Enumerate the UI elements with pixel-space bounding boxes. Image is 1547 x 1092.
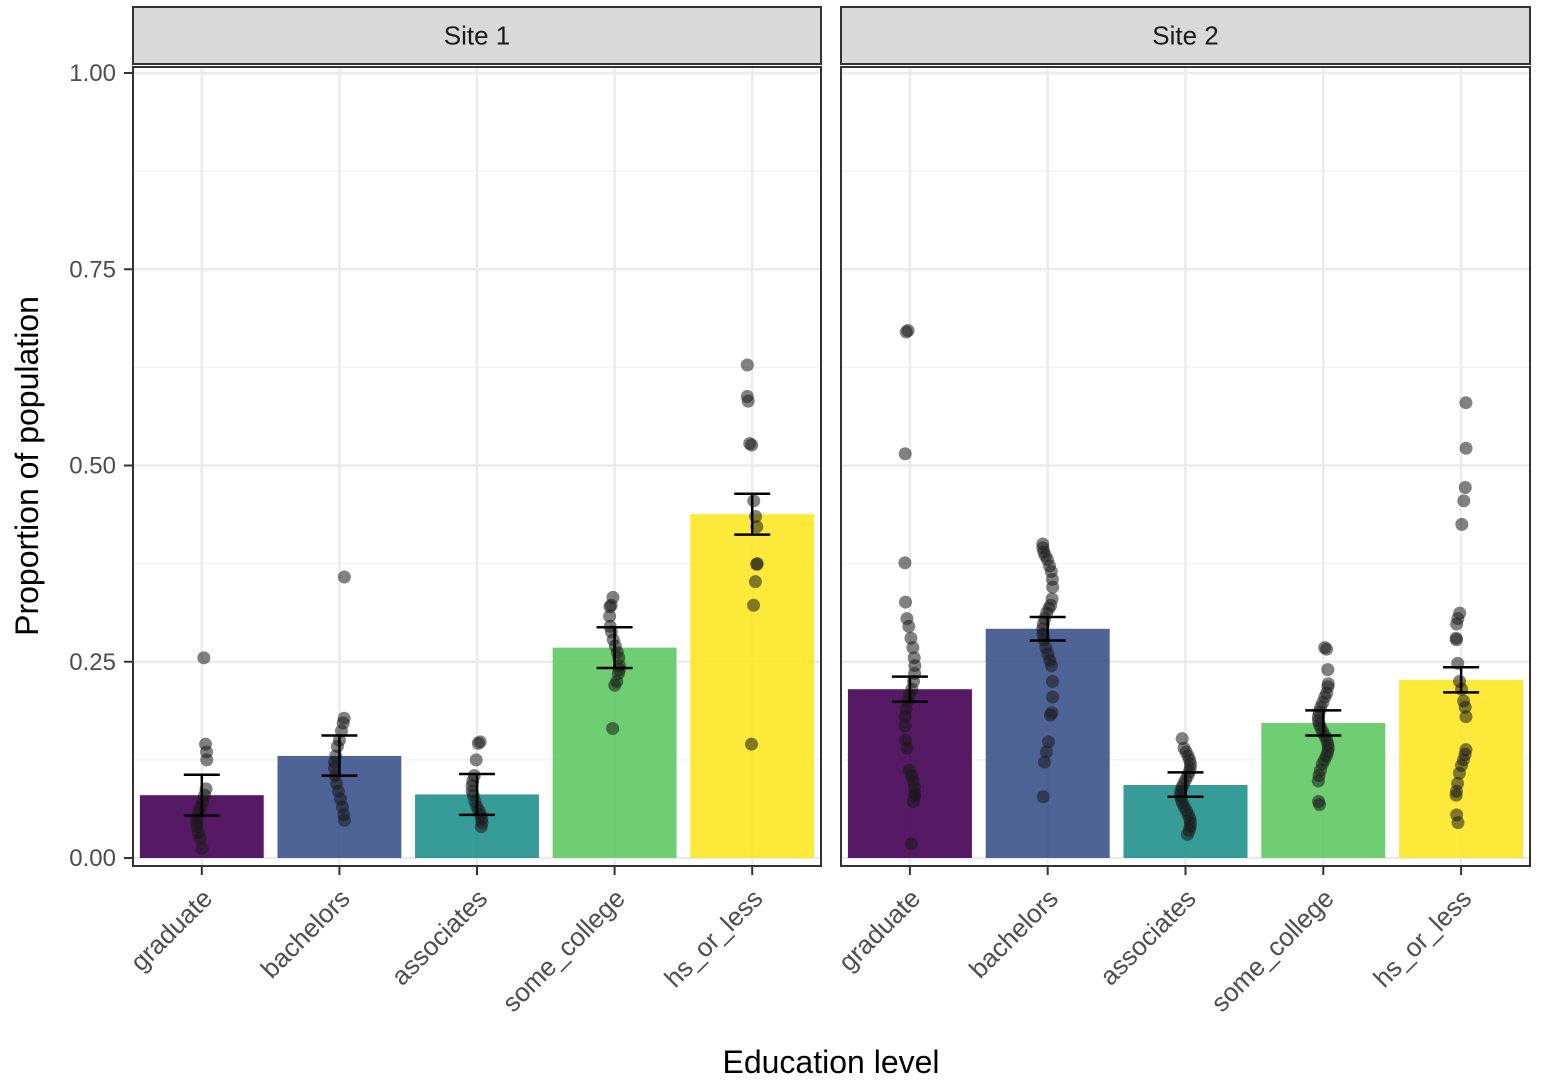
data-point (898, 556, 912, 570)
x-tick-label-bachelors: bachelors (255, 883, 356, 984)
data-point (337, 813, 351, 827)
data-point (200, 753, 214, 767)
data-point (1458, 700, 1472, 714)
data-point (898, 447, 912, 461)
data-point (1041, 735, 1055, 749)
data-point (899, 595, 913, 609)
data-point (1046, 674, 1060, 688)
data-point (906, 794, 920, 808)
x-tick-label-graduate: graduate (124, 883, 218, 977)
data-point (1046, 580, 1060, 594)
data-point (1313, 798, 1327, 812)
data-point (748, 575, 762, 589)
data-point (1046, 690, 1060, 704)
y-tick-label: 0.25 (69, 649, 116, 676)
data-point (337, 570, 351, 584)
data-point (474, 820, 488, 834)
frame-layer (124, 6, 1531, 875)
data-point (1311, 774, 1325, 788)
data-point (603, 609, 617, 623)
data-point (197, 651, 211, 665)
data-point (1459, 441, 1473, 455)
data-point (747, 494, 761, 508)
data-point (608, 678, 622, 692)
x-tick-label-some_college: some_college (1205, 883, 1340, 1018)
y-tick-label: 0.00 (69, 845, 116, 872)
facet-strip-label: Site 1 (444, 21, 511, 51)
data-point (902, 619, 916, 633)
data-point (898, 710, 912, 724)
x-tick-label-hs_or_less: hs_or_less (658, 883, 768, 993)
bar-hs_or_less (690, 514, 815, 858)
data-point (1038, 755, 1052, 769)
data-point (899, 325, 913, 339)
data-point (1457, 494, 1471, 508)
x-tick-label-hs_or_less: hs_or_less (1367, 883, 1477, 993)
x-tick-label-associates: associates (1094, 883, 1202, 991)
facet-strip (132, 6, 822, 65)
grid-layer (133, 67, 1530, 866)
data-point (744, 737, 758, 751)
data-point (1181, 827, 1195, 841)
facet-strip (840, 6, 1531, 65)
x-tick-label-graduate: graduate (832, 883, 926, 977)
data-point (1459, 710, 1473, 724)
data-point (1449, 788, 1463, 802)
data-point (469, 753, 483, 767)
data-point (1036, 790, 1050, 804)
x-tick-label-associates: associates (385, 883, 493, 991)
data-point (1320, 642, 1334, 656)
facet-strip-label: Site 2 (1152, 21, 1219, 51)
y-tick-label: 0.75 (69, 256, 116, 283)
data-point (1043, 708, 1057, 722)
data-point (603, 600, 617, 614)
x-tick-label-bachelors: bachelors (963, 883, 1064, 984)
errorbar-layer (183, 492, 1480, 817)
data-point (1321, 663, 1335, 677)
data-point (195, 842, 209, 856)
data-point (905, 837, 919, 851)
data-point (1450, 617, 1464, 631)
data-point (1458, 480, 1472, 494)
data-point (1450, 633, 1464, 647)
data-point (906, 641, 920, 655)
data-point (750, 557, 764, 571)
x-tick-label-some_college: some_college (496, 883, 631, 1018)
data-point (1459, 396, 1473, 410)
data-point (1039, 745, 1053, 759)
data-point (747, 598, 761, 612)
data-point (193, 831, 207, 845)
data-point (606, 721, 620, 735)
data-point (471, 736, 485, 750)
data-point (1455, 517, 1469, 531)
y-tick-label: 0.50 (69, 453, 116, 480)
data-point (898, 719, 912, 733)
data-point (1451, 816, 1465, 830)
data-point (1045, 659, 1059, 673)
x-axis-title: Education level (722, 1044, 939, 1080)
y-tick-label: 1.00 (69, 60, 116, 87)
data-point (741, 394, 755, 408)
data-point (740, 358, 754, 372)
y-axis-title: Proportion of population (9, 296, 45, 636)
data-point (750, 520, 764, 534)
data-point (1452, 766, 1466, 780)
data-point (900, 741, 914, 755)
data-point (745, 438, 759, 452)
